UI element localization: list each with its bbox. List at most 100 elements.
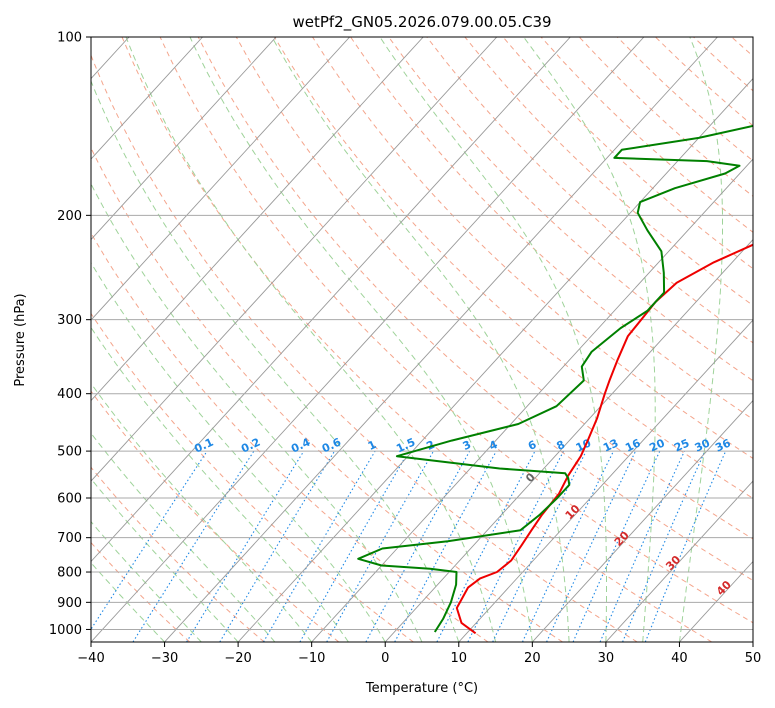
sounding-series xyxy=(357,124,753,635)
mixing-ratio-line xyxy=(492,450,587,642)
mixing-ratio-line xyxy=(91,450,208,631)
mixing-ratio-label: 0.1 xyxy=(192,436,215,456)
moist-adiabat xyxy=(271,37,570,642)
mixing-ratio-line xyxy=(572,450,661,642)
isotherm-line xyxy=(532,399,753,642)
mixing-ratio-line xyxy=(132,450,255,642)
moist-adiabat xyxy=(523,37,656,642)
mixing-ratio-label: 1.5 xyxy=(394,436,417,456)
x-tick-label: 0 xyxy=(381,651,389,666)
moist-adiabat xyxy=(91,182,423,642)
y-tick-label: 1000 xyxy=(49,623,82,638)
dry-adiabat xyxy=(273,37,753,499)
x-tick-label: −10 xyxy=(298,651,325,666)
isotherm-line xyxy=(91,37,277,241)
chart-title: wetPf2_GN05.2026.079.00.05.C39 xyxy=(292,13,551,32)
mixing-ratio-label: 13 xyxy=(601,436,620,454)
dry-adiabat xyxy=(312,37,753,460)
y-tick-label: 600 xyxy=(57,492,82,507)
dry-adiabat xyxy=(426,37,753,344)
mixing-ratio-label: 16 xyxy=(623,436,643,454)
isotherm-line xyxy=(458,319,753,642)
mixing-ratio-line xyxy=(467,450,565,642)
background-lines xyxy=(91,37,775,642)
x-tick-label: −40 xyxy=(77,651,104,666)
isotherm-line xyxy=(91,37,424,402)
y-axis-label: Pressure (hPa) xyxy=(13,293,28,386)
y-tick-label: 200 xyxy=(57,209,82,224)
y-tick-label: 300 xyxy=(57,313,82,328)
mixing-ratio-label: 30 xyxy=(693,436,713,454)
mixing-ratio-label: 0.2 xyxy=(239,436,262,456)
y-tick-label: 100 xyxy=(57,31,82,46)
plot-frame xyxy=(90,36,754,643)
mixing-ratio-line xyxy=(644,450,727,642)
dry-adiabat xyxy=(91,541,191,642)
y-tick-label: 900 xyxy=(57,596,82,611)
isotherm-line xyxy=(679,560,753,642)
isotherm-line xyxy=(91,37,645,642)
x-tick-label: −20 xyxy=(224,651,251,666)
x-tick-label: 50 xyxy=(745,651,762,666)
y-tick-label: 700 xyxy=(57,531,82,546)
mixing-ratio-line xyxy=(394,450,497,642)
isotherm-line xyxy=(605,480,753,642)
dry-adiabat xyxy=(388,37,753,382)
line-labels: -100-90-80-70-60-50-40-30-20-100.10.20.4… xyxy=(192,435,734,598)
moist-adiabat xyxy=(91,79,460,642)
mixing-ratio-line xyxy=(599,450,685,642)
dry-adiabat xyxy=(770,37,775,642)
isotherm-line xyxy=(752,641,753,642)
x-tick-label: 20 xyxy=(524,651,541,666)
x-tick-label: 10 xyxy=(451,651,468,666)
mixing-ratio-line xyxy=(326,450,434,642)
y-axis: 100 200 300 400 500 600 700 800 900 1000 xyxy=(49,31,91,638)
isotherm-label: 10 xyxy=(563,502,583,522)
dry-adiabat xyxy=(655,37,753,127)
mixing-ratio-line xyxy=(219,450,336,642)
dewpoint-line xyxy=(357,124,753,633)
moist-adiabat xyxy=(678,37,723,642)
moist-adiabat xyxy=(125,37,497,642)
x-axis-label: Temperature (°C) xyxy=(365,681,478,696)
y-tick-label: 500 xyxy=(57,445,82,460)
isotherm-label: 20 xyxy=(612,529,632,549)
dry-adiabat xyxy=(91,53,638,642)
dry-adiabat xyxy=(464,37,753,307)
x-axis: −40 −30 −20 −10 0 10 20 30 40 50 xyxy=(77,642,761,666)
mixing-ratio-label: 25 xyxy=(672,436,691,454)
dry-adiabat xyxy=(91,232,489,642)
isotherm-line xyxy=(384,238,753,642)
isotherm-line xyxy=(91,37,203,160)
isotherm-line xyxy=(91,37,571,563)
isotherm-label: 40 xyxy=(714,578,734,598)
dry-adiabat xyxy=(350,37,753,420)
mixing-ratio-line xyxy=(622,450,706,642)
mixing-ratio-label: 20 xyxy=(647,436,667,454)
mixing-ratio-line xyxy=(365,450,471,642)
moist-adiabat xyxy=(91,326,349,642)
y-tick-label: 400 xyxy=(57,387,82,402)
moist-adiabat xyxy=(91,261,386,642)
y-tick-label: 800 xyxy=(57,566,82,581)
isotherm-line xyxy=(91,37,498,482)
mixing-ratio-line xyxy=(186,450,305,642)
x-tick-label: 40 xyxy=(671,651,688,666)
dry-adiabat xyxy=(159,37,753,624)
mixing-ratio-label: 0.4 xyxy=(289,435,312,455)
dry-adiabat xyxy=(693,37,753,92)
isotherm-line xyxy=(237,77,753,642)
isotherm-line xyxy=(311,158,753,642)
x-tick-label: −30 xyxy=(151,651,178,666)
moist-adiabat xyxy=(91,382,313,642)
dry-adiabat xyxy=(616,37,753,162)
isotherm-line xyxy=(91,37,351,321)
mixing-ratio-label: 0.6 xyxy=(320,435,343,455)
dry-adiabat xyxy=(540,37,753,233)
moist-adiabat xyxy=(189,37,533,642)
isotherm-line xyxy=(164,37,718,642)
mixing-ratio-line xyxy=(263,450,376,642)
dry-adiabat xyxy=(91,390,340,642)
dry-adiabat xyxy=(91,146,563,642)
